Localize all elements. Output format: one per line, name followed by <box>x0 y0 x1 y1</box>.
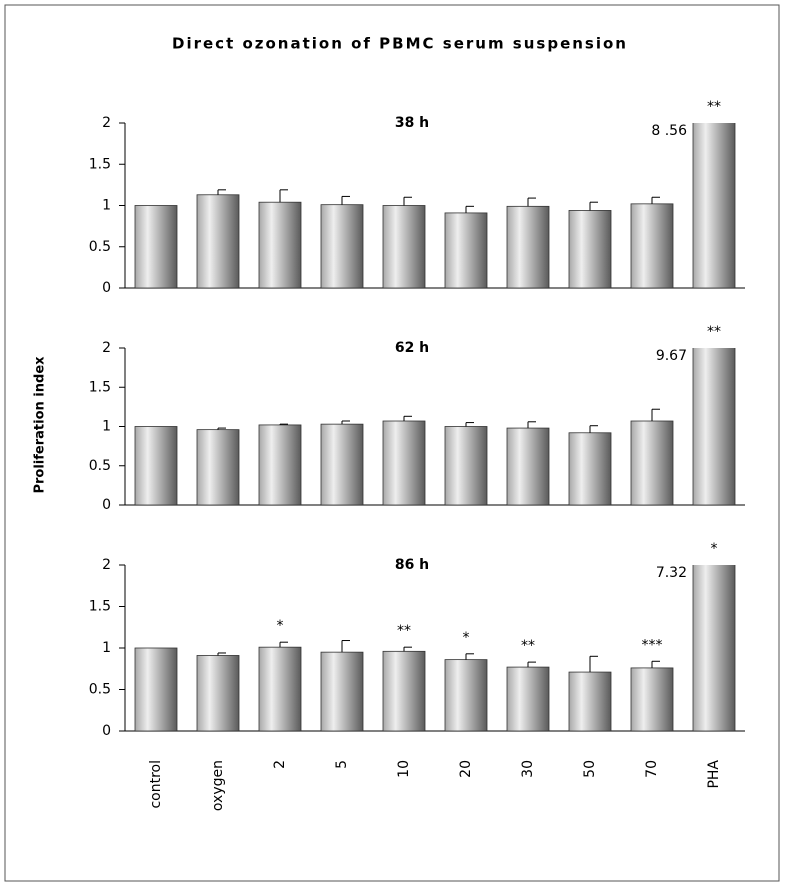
y-tick-label: 0.5 <box>89 239 111 255</box>
y-tick-label: 2 <box>102 115 111 131</box>
bar <box>692 565 736 731</box>
frame <box>4 4 780 882</box>
y-tick-label: 0.5 <box>89 682 111 698</box>
y-tick-label: 0 <box>102 497 111 513</box>
y-tick-label: 0 <box>102 280 111 296</box>
bar <box>320 651 364 731</box>
x-tick-label: 5 <box>334 760 350 769</box>
bar <box>630 667 674 731</box>
panel-title: 38 h <box>395 115 429 131</box>
bar <box>258 424 302 505</box>
bar <box>258 646 302 731</box>
x-tick-label: control <box>148 760 164 809</box>
bar <box>568 210 612 288</box>
x-tick-label: 2 <box>272 760 288 769</box>
bar <box>196 194 240 288</box>
value-label: 7.32 <box>656 565 687 581</box>
significance: *** <box>642 637 663 653</box>
bar <box>382 650 426 731</box>
bar <box>444 212 488 288</box>
significance: ** <box>707 99 721 115</box>
bar <box>506 666 550 731</box>
bar <box>444 659 488 731</box>
bar <box>506 205 550 288</box>
bar <box>196 429 240 505</box>
significance: ** <box>707 324 721 340</box>
bar <box>196 655 240 731</box>
bar <box>630 420 674 505</box>
bar <box>320 204 364 288</box>
bar <box>134 426 178 505</box>
x-tick-label: 20 <box>458 760 474 778</box>
y-tick-label: 0.5 <box>89 458 111 474</box>
value-label: 9.67 <box>656 348 687 364</box>
y-tick-label: 2 <box>102 340 111 356</box>
x-tick-label: 50 <box>582 760 598 778</box>
figure-title: Direct ozonation of PBMC serum suspensio… <box>172 35 628 53</box>
x-tick-label: oxygen <box>210 760 226 811</box>
y-tick-label: 1.5 <box>89 379 111 395</box>
bar <box>258 201 302 288</box>
bar <box>382 420 426 505</box>
bar <box>134 647 178 731</box>
y-tick-label: 1 <box>102 419 111 435</box>
y-tick-label: 1.5 <box>89 599 111 615</box>
significance: ** <box>397 623 411 639</box>
significance: * <box>711 541 718 557</box>
y-axis-label: Proliferation index <box>33 356 48 494</box>
panel-title: 86 h <box>395 557 429 573</box>
bar <box>692 348 736 505</box>
bar <box>382 205 426 288</box>
bar <box>320 423 364 505</box>
y-tick-label: 1 <box>102 640 111 656</box>
bar <box>568 432 612 505</box>
y-tick-label: 0 <box>102 723 111 739</box>
bar <box>134 205 178 288</box>
x-tick-label: 30 <box>520 760 536 778</box>
significance: * <box>463 630 470 646</box>
significance: * <box>277 618 284 634</box>
x-tick-label: 10 <box>396 760 412 778</box>
panel-title: 62 h <box>395 340 429 356</box>
y-tick-label: 1 <box>102 198 111 214</box>
bar <box>568 671 612 731</box>
bar <box>506 427 550 505</box>
bar <box>444 426 488 505</box>
x-tick-label: PHA <box>706 760 722 789</box>
significance: ** <box>521 638 535 654</box>
y-tick-label: 2 <box>102 557 111 573</box>
value-label: 8 .56 <box>651 123 687 139</box>
y-tick-label: 1.5 <box>89 156 111 172</box>
bar <box>692 123 736 288</box>
x-tick-label: 70 <box>644 760 660 778</box>
bar <box>630 203 674 288</box>
